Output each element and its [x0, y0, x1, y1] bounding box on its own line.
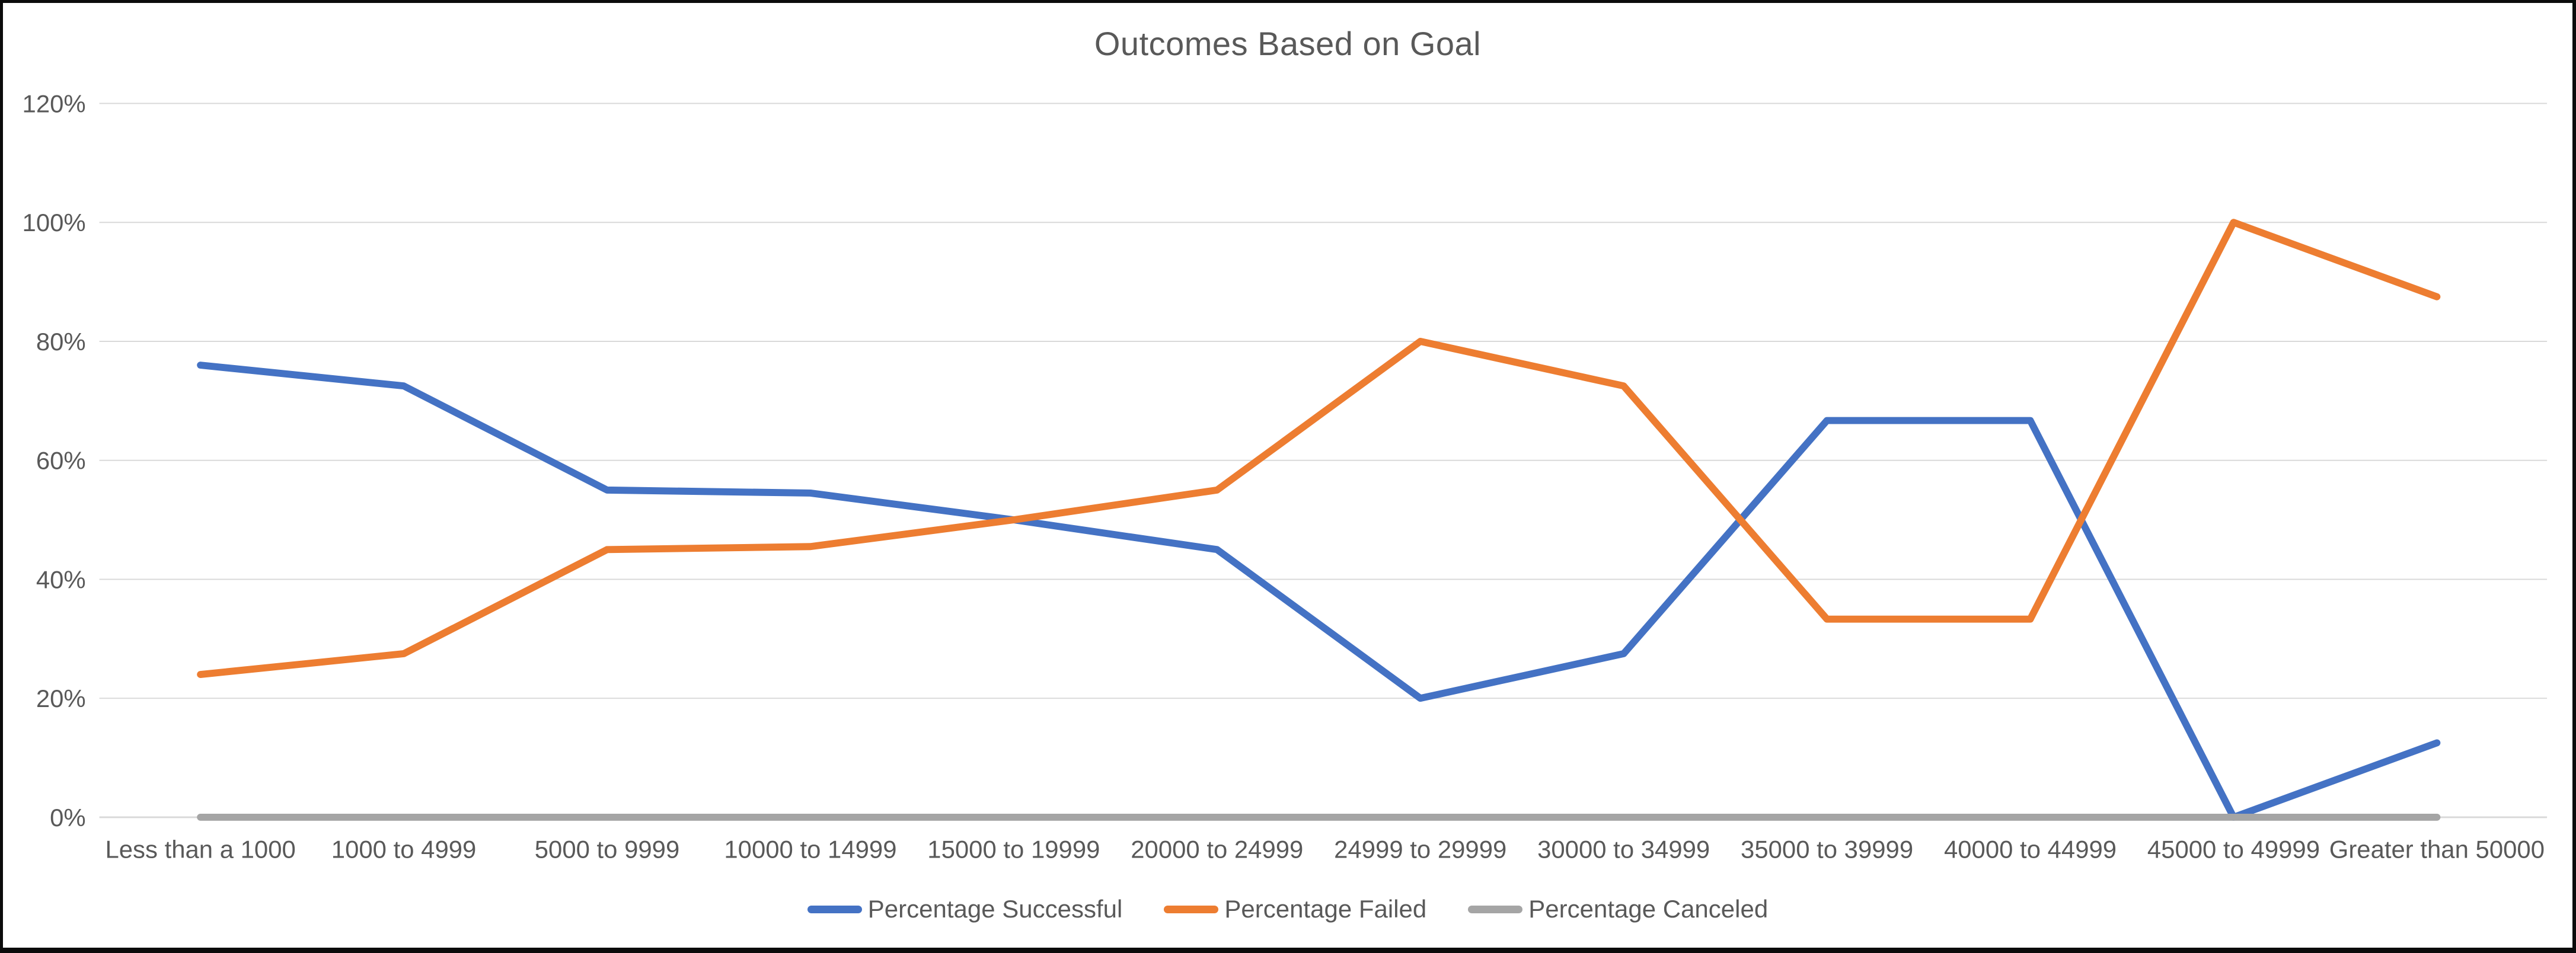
legend: Percentage Successful Percentage Failed …	[3, 895, 2572, 923]
legend-item-failed: Percentage Failed	[1164, 895, 1426, 923]
chart-title: Outcomes Based on Goal	[1094, 25, 1482, 62]
x-axis-tick-label: 45000 to 49999	[2147, 835, 2320, 863]
y-axis-tick-label: 0%	[50, 804, 86, 832]
x-axis-tick-label: Greater than 50000	[2329, 835, 2545, 863]
x-axis-tick-label: 20000 to 24999	[1131, 835, 1303, 863]
y-axis-tick-label: 80%	[36, 328, 86, 356]
y-axis-tick-label: 20%	[36, 685, 86, 712]
legend-label-canceled: Percentage Canceled	[1528, 895, 1769, 923]
legend-item-successful: Percentage Successful	[807, 895, 1123, 923]
failed-series-swatch-icon	[1164, 905, 1219, 913]
x-axis-tick-label: 5000 to 9999	[535, 835, 680, 863]
canceled-series-swatch-icon	[1468, 905, 1523, 913]
series-line-percentage-successful	[197, 362, 2441, 821]
x-axis-tick-label: 30000 to 34999	[1537, 835, 1710, 863]
legend-item-canceled: Percentage Canceled	[1468, 895, 1768, 923]
successful-series-swatch-icon	[807, 905, 862, 913]
x-axis-tick-label: 24999 to 29999	[1334, 835, 1506, 863]
x-axis-tick-label: Less than a 1000	[105, 835, 295, 863]
y-axis-tick-label: 40%	[36, 565, 86, 593]
series-line-percentage-failed	[197, 219, 2441, 678]
y-axis-tick-label: 120%	[23, 89, 86, 117]
y-axis-tick-label: 100%	[23, 209, 86, 236]
x-axis-tick-label: 35000 to 39999	[1741, 835, 1913, 863]
x-axis-tick-label: 1000 to 4999	[331, 835, 477, 863]
x-axis-tick-label: 10000 to 14999	[724, 835, 896, 863]
y-axis-tick-label: 60%	[36, 447, 86, 475]
x-axis-tick-label: 15000 to 19999	[927, 835, 1100, 863]
line-chart-plot-area: 120% 100% 80% 60% 40% 20% 0% Less than a 1000 10…	[23, 89, 2548, 863]
legend-label-failed: Percentage Failed	[1224, 895, 1427, 923]
legend-label-successful: Percentage Successful	[867, 895, 1123, 923]
x-axis-tick-label: 40000 to 44999	[1944, 835, 2117, 863]
